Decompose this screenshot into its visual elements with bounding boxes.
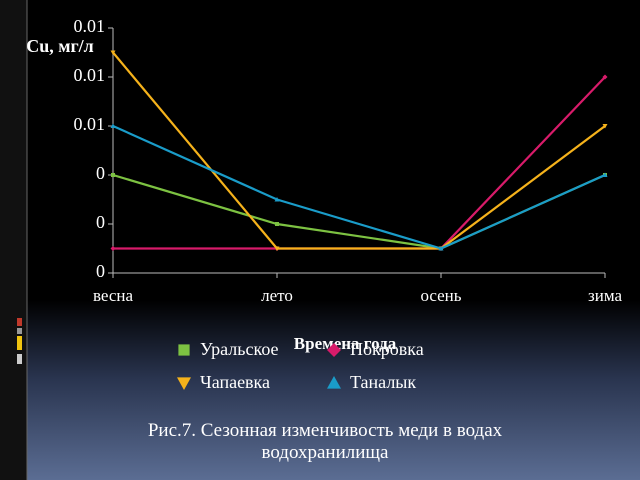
marker (275, 222, 279, 226)
x-tick-label: зима (588, 286, 622, 305)
series-line (113, 76, 606, 250)
y-tick-label: 0 (96, 261, 105, 281)
y-tick-label: 0 (96, 163, 105, 183)
marker (178, 344, 190, 356)
marker (177, 377, 191, 390)
marker (274, 197, 280, 202)
marker (327, 376, 341, 389)
x-axis-title: Времена года (294, 334, 397, 353)
series-line (112, 173, 606, 250)
side-deco (17, 336, 22, 350)
y-tick-label: 0 (96, 212, 105, 232)
marker (602, 172, 608, 177)
series-line (112, 124, 606, 250)
marker (110, 123, 116, 128)
y-axis-title: Cu, мг/л (26, 36, 94, 56)
marker (602, 124, 608, 129)
series-line (112, 51, 606, 250)
marker (110, 246, 116, 251)
y-tick-label: 0.01 (74, 114, 106, 134)
x-tick-label: осень (420, 286, 461, 305)
legend-label: Уральское (200, 339, 279, 359)
side-deco (17, 354, 22, 364)
marker (602, 74, 608, 80)
side-deco (17, 318, 22, 326)
marker (327, 343, 341, 357)
caption: Рис.7. Сезонная изменчивость меди в вода… (147, 420, 503, 463)
marker (438, 246, 444, 251)
x-tick-label: лето (261, 286, 293, 305)
side-deco (17, 328, 22, 334)
x-tick-label: весна (93, 286, 134, 305)
legend-label: Чапаевка (200, 372, 270, 392)
marker (110, 50, 116, 55)
marker (274, 246, 280, 251)
y-tick-label: 0.01 (74, 16, 106, 36)
legend-label: Покровка (350, 339, 424, 359)
marker (111, 173, 115, 177)
y-tick-label: 0.01 (74, 65, 106, 85)
side-strip (0, 0, 27, 480)
legend-label: Таналык (350, 372, 416, 392)
